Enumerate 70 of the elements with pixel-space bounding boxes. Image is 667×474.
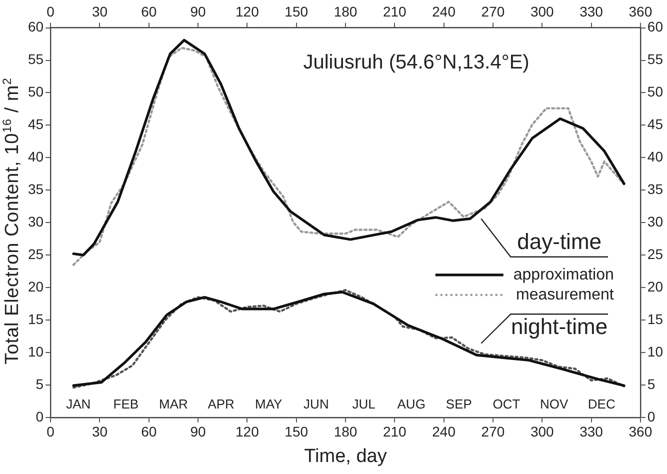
x-tick-label: 30 (92, 424, 108, 440)
x2-tick-label: 60 (141, 3, 157, 20)
annotation: FEB (113, 396, 139, 412)
annotation: DEC (588, 396, 616, 412)
x2-tick-label: 120 (236, 3, 260, 20)
y2-tick-label: 30 (647, 213, 664, 230)
x2-tick-label: 300 (530, 3, 554, 20)
x-tick-label: 270 (481, 424, 505, 440)
y-tick-label: 0 (36, 408, 44, 424)
x2-tick-label: 0 (46, 3, 55, 20)
y2-tick-label: 20 (647, 278, 664, 294)
legend-label: measurement (516, 286, 614, 304)
annotation: APR (208, 396, 234, 412)
y-tick-label: 35 (28, 180, 44, 197)
y-tick-label: 30 (28, 213, 44, 230)
y-tick-label: 60 (28, 18, 44, 35)
y-tick-label: 10 (28, 343, 44, 360)
y2-tick-label: 5 (647, 376, 656, 392)
annotation: night-time (511, 314, 608, 340)
annotation: OCT (492, 396, 520, 412)
y-tick-label: 25 (28, 246, 44, 262)
x-tick-label: 120 (236, 424, 260, 440)
y-tick-label: 50 (28, 84, 44, 100)
annotation: JAN (66, 396, 91, 412)
annotation: MAR (159, 396, 188, 412)
annotation: day-time (517, 228, 602, 254)
text: Juliusruh (54.6°N,13.4°E) (303, 51, 530, 74)
y2-tick-label: 15 (647, 310, 664, 327)
y-tick-label: 20 (28, 278, 44, 294)
x-tick-label: 180 (334, 424, 358, 440)
x2-tick-label: 240 (432, 3, 456, 20)
annotation: JUL (352, 396, 376, 412)
x-tick-label: 330 (580, 424, 604, 440)
x-tick-label: 0 (46, 424, 55, 440)
y-tick-label: 15 (28, 310, 44, 327)
x-tick-label: 90 (190, 424, 206, 440)
y-tick-label: 40 (28, 148, 44, 165)
annotation: MAY (255, 396, 283, 412)
annotation: SEP (446, 396, 472, 412)
annotation: JUN (304, 396, 329, 412)
y2-tick-label: 10 (647, 343, 664, 360)
x-tick-label: 60 (141, 424, 157, 440)
y2-tick-label: 55 (647, 51, 664, 68)
annotation: NOV (540, 396, 568, 412)
legend-label: approximation (513, 266, 614, 284)
x-tick-label: 360 (628, 424, 652, 440)
x2-tick-label: 210 (382, 3, 407, 20)
y-tick-label: 45 (28, 116, 44, 132)
x2-tick-label: 360 (628, 3, 652, 20)
x2-tick-label: 30 (92, 3, 108, 20)
x2-tick-label: 270 (481, 3, 505, 20)
x-axis-title: Time, day (304, 446, 388, 467)
x2-tick-label: 180 (334, 3, 358, 20)
x-tick-label: 150 (284, 424, 308, 440)
annotation: AUG (397, 396, 426, 412)
x-tick-label: 210 (382, 424, 407, 440)
y2-tick-label: 40 (647, 148, 664, 165)
y2-tick-label: 25 (647, 246, 664, 262)
y-tick-label: 55 (28, 51, 44, 68)
y2-tick-label: 60 (647, 18, 664, 35)
y2-tick-label: 45 (647, 116, 664, 132)
y-tick-label: 5 (36, 376, 44, 392)
y2-tick-label: 35 (647, 180, 664, 197)
x-tick-label: 240 (432, 424, 456, 440)
x2-tick-label: 150 (284, 3, 308, 20)
x2-tick-label: 330 (580, 3, 604, 20)
y2-tick-label: 50 (647, 84, 664, 100)
y2-tick-label: 0 (647, 408, 656, 424)
x2-tick-label: 90 (190, 3, 206, 20)
x-tick-label: 300 (530, 424, 554, 440)
